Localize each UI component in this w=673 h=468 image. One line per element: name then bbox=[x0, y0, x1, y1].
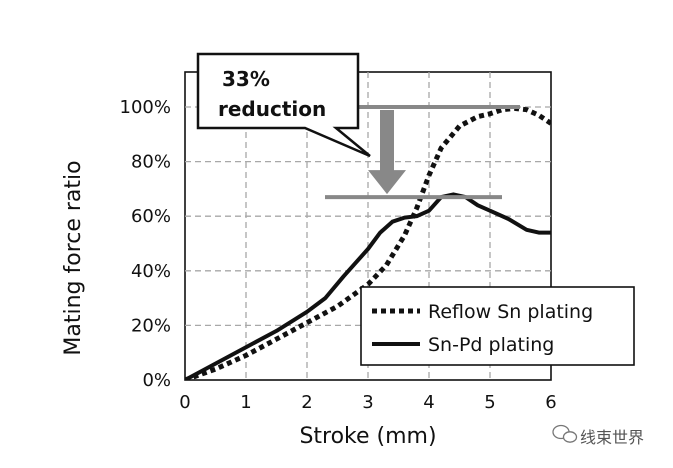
watermark: 线束世界 bbox=[552, 424, 644, 447]
reduction-marker bbox=[325, 105, 520, 200]
callout: 33% reduction bbox=[196, 52, 371, 158]
x-tick-label: 4 bbox=[423, 392, 434, 413]
y-axis-ticks: 0% 20% 40% 60% 80% 100% bbox=[120, 97, 171, 391]
x-tick-label: 6 bbox=[545, 392, 556, 413]
legend: Reflow Sn plating Sn-Pd plating bbox=[360, 286, 635, 366]
x-tick-label: 2 bbox=[301, 392, 312, 413]
x-tick-label: 1 bbox=[240, 392, 251, 413]
x-tick-label: 5 bbox=[484, 392, 495, 413]
series-line bbox=[185, 192, 551, 380]
y-tick-label: 60% bbox=[131, 206, 171, 227]
y-tick-label: 0% bbox=[142, 370, 171, 391]
x-axis-label: Stroke (mm) bbox=[299, 424, 436, 449]
series-line bbox=[185, 105, 551, 380]
y-tick-label: 80% bbox=[131, 152, 171, 173]
series-layer bbox=[185, 105, 551, 380]
y-axis-label: Mating force ratio bbox=[61, 160, 86, 355]
x-tick-label: 3 bbox=[362, 392, 373, 413]
legend-box bbox=[360, 286, 635, 366]
watermark-text: 线束世界 bbox=[580, 428, 644, 447]
y-tick-label: 100% bbox=[120, 97, 171, 118]
x-tick-label: 0 bbox=[179, 392, 190, 413]
legend-label-reflow-sn: Reflow Sn plating bbox=[428, 301, 593, 323]
y-tick-label: 20% bbox=[131, 315, 171, 336]
y-tick-label: 40% bbox=[131, 261, 171, 282]
callout-line2: reduction bbox=[218, 97, 326, 121]
down-arrow-icon bbox=[368, 110, 406, 195]
x-axis-ticks: 0 1 2 3 4 5 6 bbox=[179, 392, 556, 413]
callout-box bbox=[196, 52, 371, 158]
chat-bubble-icon bbox=[552, 424, 578, 443]
callout-line1: 33% bbox=[222, 67, 270, 91]
legend-label-sn-pd: Sn-Pd plating bbox=[428, 334, 554, 356]
